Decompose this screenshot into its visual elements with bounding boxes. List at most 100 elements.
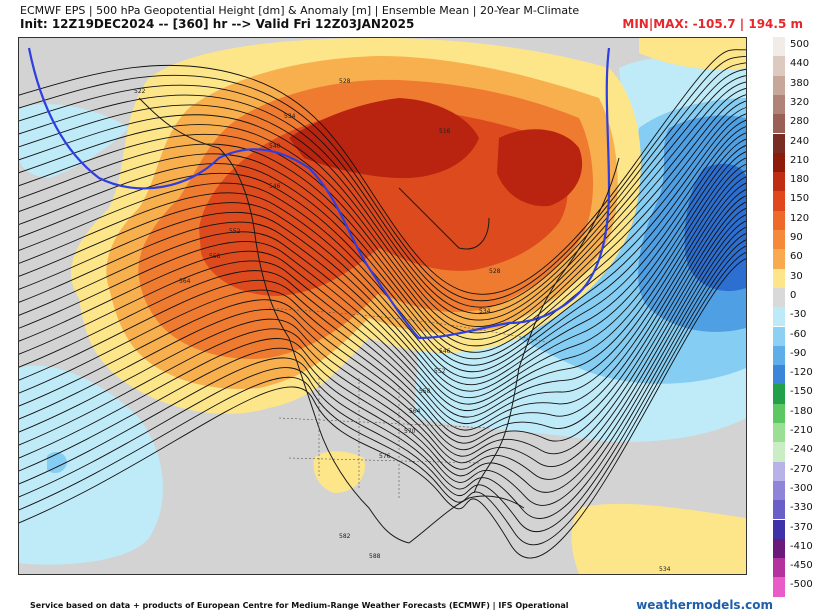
height-contour-line bbox=[19, 157, 746, 405]
colorbar-entry: 240 bbox=[770, 133, 819, 153]
colorbar-label: -90 bbox=[790, 347, 807, 359]
colorbar-label: -180 bbox=[790, 405, 813, 417]
colorbar-label: 320 bbox=[790, 96, 810, 108]
height-contour-line bbox=[19, 138, 746, 386]
colorbar-label: -60 bbox=[790, 328, 807, 340]
map-panel[interactable]: 522 534 540 528 516 546 552 558 564 528 534 546 552 5… bbox=[18, 37, 747, 575]
warm-anomaly-topright bbox=[639, 38, 746, 70]
colorbar-swatch bbox=[773, 210, 785, 230]
colorbar-entry: -300 bbox=[770, 480, 819, 501]
colorbar-label: 120 bbox=[790, 212, 810, 224]
colorbar-label: -500 bbox=[790, 579, 813, 591]
colorbar-label: -370 bbox=[790, 521, 813, 533]
colorbar-swatch bbox=[773, 538, 785, 559]
colorbar-entry: 440 bbox=[770, 56, 819, 76]
border-lines bbox=[268, 307, 550, 498]
height-contour-line bbox=[19, 88, 746, 334]
height-contour-line bbox=[19, 55, 746, 302]
height-contour-line bbox=[19, 81, 746, 328]
contour-label: 546 bbox=[439, 348, 451, 355]
height-contour-line bbox=[19, 220, 746, 480]
colorbar-swatch bbox=[773, 191, 785, 211]
contour-label: 576 bbox=[379, 453, 391, 460]
height-contour-line bbox=[19, 207, 746, 457]
colorbar-swatch bbox=[773, 577, 785, 597]
contour-label: 564 bbox=[179, 278, 191, 285]
contour-label: 522 bbox=[134, 88, 146, 95]
contour-label: 570 bbox=[404, 428, 416, 435]
contour-labels: 522 534 540 528 516 546 552 558 564 528 534 546 552 5… bbox=[134, 78, 671, 573]
contour-label: 534 bbox=[659, 566, 671, 573]
warm-anomaly-southeast bbox=[571, 503, 746, 574]
warm-anomaly-dark-east bbox=[497, 129, 583, 207]
height-contour-line bbox=[19, 126, 746, 373]
contour-label: 552 bbox=[229, 228, 241, 235]
colorbar-entry: 210 bbox=[770, 152, 819, 173]
coast-hudson bbox=[398, 187, 490, 250]
colorbar-swatch bbox=[773, 249, 785, 269]
height-contour-line bbox=[19, 239, 746, 519]
colorbar-entry: -180 bbox=[770, 403, 819, 423]
colorbar-entry: -240 bbox=[770, 442, 819, 462]
colorbar-label: -300 bbox=[790, 482, 813, 494]
colorbar-swatch bbox=[773, 37, 785, 57]
contour-label: 528 bbox=[339, 78, 351, 85]
coast-gulf bbox=[408, 495, 525, 544]
colorbar-swatch bbox=[773, 326, 785, 346]
height-contour-line bbox=[19, 201, 746, 451]
height-contour-line bbox=[19, 68, 746, 315]
contour-label: 546 bbox=[269, 183, 281, 190]
warm-anomaly-southwest bbox=[313, 451, 365, 493]
contour-label: 564 bbox=[409, 408, 421, 415]
height-contour-line bbox=[19, 145, 746, 392]
colorbar-entry: 180 bbox=[770, 172, 819, 192]
colorbar-entry: -450 bbox=[770, 558, 819, 578]
colorbar-swatch bbox=[773, 461, 785, 481]
colorbar-label: -450 bbox=[790, 560, 813, 572]
height-contour-line bbox=[19, 233, 746, 506]
contour-label: 534 bbox=[284, 113, 296, 120]
colorbar-entry: -60 bbox=[770, 326, 819, 346]
height-contour-line bbox=[19, 258, 746, 559]
colorbar-entry: 380 bbox=[770, 75, 819, 95]
height-contour-line bbox=[19, 227, 746, 493]
colorbar-swatch bbox=[773, 287, 785, 308]
height-contour-line bbox=[19, 49, 746, 295]
colorbar-swatch bbox=[773, 230, 785, 250]
colorbar-label: -210 bbox=[790, 425, 813, 436]
map-canvas[interactable]: 522 534 540 528 516 546 552 558 564 528 534 546 552 5… bbox=[19, 38, 746, 574]
height-contour-line bbox=[19, 94, 746, 340]
contour-label: 552 bbox=[434, 368, 446, 375]
colorbar-swatch bbox=[773, 558, 785, 578]
height-contour-line bbox=[19, 245, 746, 532]
colorbar-swatch bbox=[773, 75, 785, 95]
colorbar-entry: -150 bbox=[770, 384, 819, 404]
coast-east bbox=[473, 157, 620, 494]
colorbar-swatch bbox=[773, 519, 785, 539]
colorbar-entry: 150 bbox=[770, 191, 819, 211]
brand-link[interactable]: weathermodels.com bbox=[636, 598, 773, 612]
contour-552-blue bbox=[27, 47, 611, 340]
colorbar-label: 280 bbox=[790, 116, 810, 128]
colorbar-entry: -330 bbox=[770, 500, 819, 520]
colorbar-label: -410 bbox=[790, 540, 813, 552]
colorbar-label: 180 bbox=[790, 174, 810, 186]
colorbar-swatch bbox=[773, 268, 785, 288]
height-contour-line bbox=[19, 62, 746, 308]
colorbar-swatch bbox=[773, 56, 785, 76]
height-contours bbox=[19, 49, 746, 559]
colorbar-entry: -120 bbox=[770, 365, 819, 385]
colorbar-label: 0 bbox=[790, 289, 797, 301]
height-contour-line bbox=[19, 182, 746, 431]
contour-label: 558 bbox=[419, 388, 431, 395]
colorbar-entry: 500 bbox=[770, 37, 819, 57]
colorbar-label: 380 bbox=[790, 77, 810, 89]
contour-label: 528 bbox=[489, 268, 501, 275]
cool-anomaly-pacific-small bbox=[47, 452, 67, 474]
cool-anomaly-pacific bbox=[19, 365, 163, 565]
colorbar-label: -330 bbox=[790, 502, 813, 514]
height-contour-line bbox=[19, 132, 746, 379]
colorbar-swatch bbox=[773, 172, 785, 192]
colorbar-label: 90 bbox=[790, 232, 803, 243]
colorbar-swatch bbox=[773, 500, 785, 520]
